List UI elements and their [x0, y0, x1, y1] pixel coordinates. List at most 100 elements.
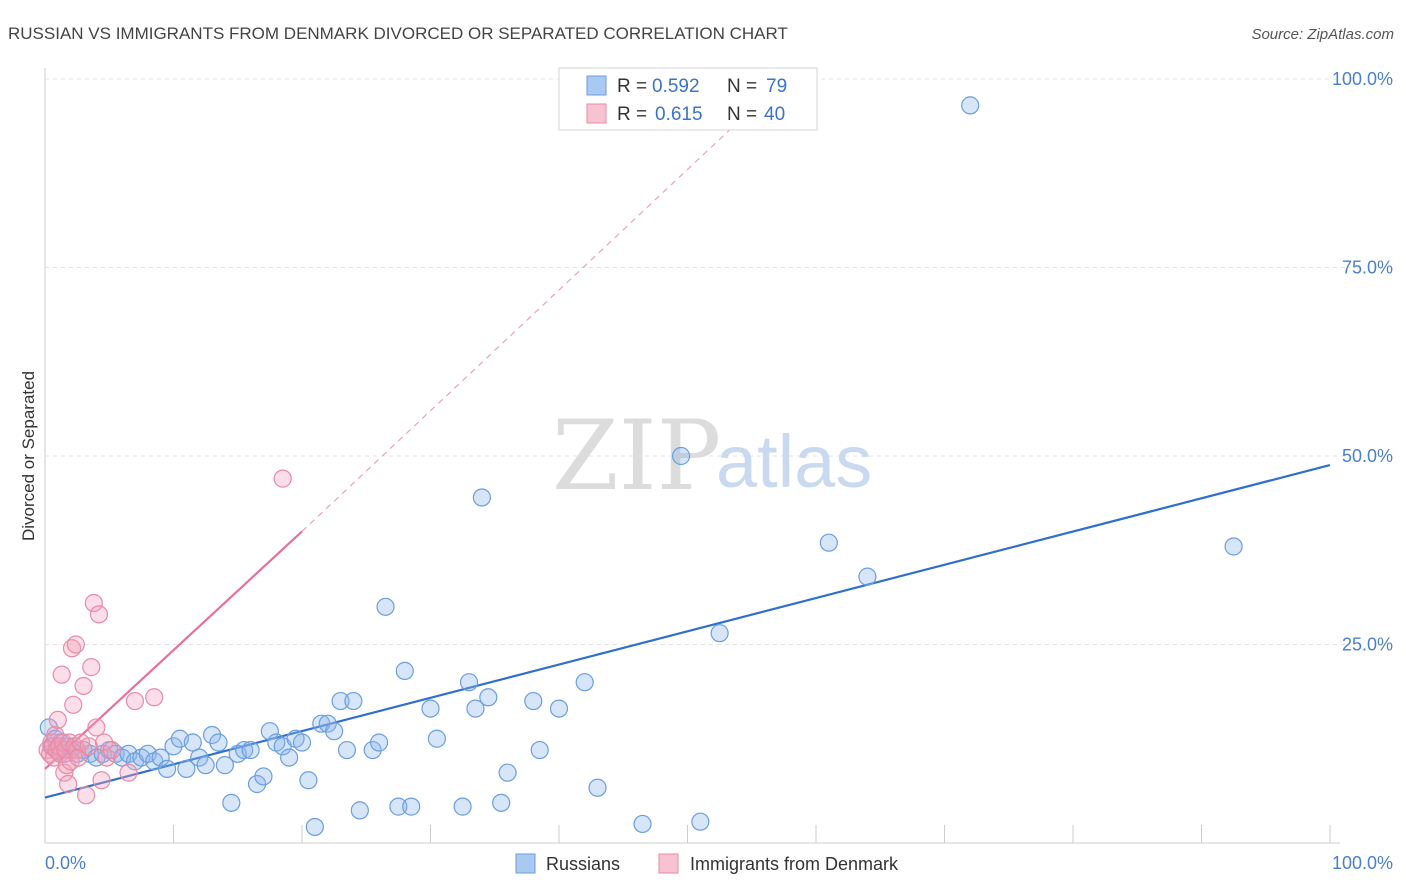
russians-point [344, 691, 363, 711]
denmark-point [64, 695, 83, 714]
legend-n-label: N = [727, 76, 757, 97]
russians-point [247, 774, 267, 794]
denmark-point [89, 605, 109, 624]
russians-point [633, 814, 652, 834]
russians-point [370, 733, 389, 752]
bottom-legend-label-russians: Russians [546, 854, 620, 874]
russians-point [222, 793, 241, 812]
russians-point [305, 817, 324, 837]
denmark-trend-extension [301, 108, 753, 532]
russians-point [421, 699, 440, 718]
russians-point [549, 699, 569, 718]
russians-point [241, 740, 260, 760]
legend-n-value-denmark: 40 [764, 104, 785, 125]
russians-point [157, 759, 177, 779]
bottom-legend-label-denmark: Immigrants from Denmark [690, 854, 899, 874]
legend-swatch-denmark [586, 103, 607, 124]
x-tick-label: 0.0% [45, 853, 86, 873]
source-label: Source: ZipAtlas.com [1251, 26, 1394, 43]
russians-point [466, 699, 485, 718]
grid [44, 68, 1350, 844]
denmark-point [66, 635, 85, 654]
legend-bottom: Russians Immigrants from Denmark [515, 853, 899, 874]
russians-point [858, 567, 877, 586]
denmark-point [273, 469, 292, 488]
russians-point [575, 673, 594, 692]
russians-point [164, 737, 183, 756]
y-tick-label: 100.0% [1332, 69, 1393, 89]
russians-point [254, 767, 273, 786]
y-axis-label: Divorced or Separated [19, 371, 38, 541]
denmark-point [52, 665, 71, 684]
denmark-point [77, 786, 96, 805]
russians-point [819, 533, 838, 552]
russians-trend-line [44, 463, 1331, 799]
watermark-atlas: atlas [716, 420, 872, 503]
denmark-point [69, 748, 88, 767]
russians-point [498, 763, 517, 782]
legend-r-value-denmark: 0.615 [655, 104, 703, 125]
russians-point [402, 797, 421, 816]
russians-point [524, 691, 543, 711]
bottom-legend-swatch-denmark [658, 853, 679, 874]
russians-point [671, 446, 691, 466]
y-tick-label: 50.0% [1342, 446, 1393, 466]
denmark-point [82, 658, 101, 677]
russians-point [337, 740, 357, 760]
denmark-point [102, 740, 121, 760]
russians-point [492, 793, 511, 812]
denmark-point [87, 718, 106, 737]
denmark-point [92, 771, 111, 790]
russians-point [151, 748, 170, 767]
russians-point [588, 778, 607, 797]
russians-point [260, 722, 279, 741]
russians-point [331, 691, 350, 711]
russians-point [363, 740, 382, 760]
denmark-point [84, 593, 103, 613]
denmark-point [145, 688, 164, 707]
russians-point [299, 771, 318, 790]
denmark-point [74, 676, 93, 696]
legend-r-label: R = [617, 104, 647, 125]
russians-point [459, 673, 479, 692]
russians-point [472, 488, 491, 507]
russians-point [453, 797, 472, 816]
russians-point [190, 748, 209, 767]
denmark-point [119, 763, 138, 782]
russians-point [183, 733, 202, 752]
russians-point [325, 722, 344, 741]
russians-point [376, 597, 395, 616]
russians-point [318, 714, 337, 733]
russians-point [1224, 537, 1243, 556]
watermark-zip: ZIP [552, 400, 721, 512]
denmark-point [59, 774, 78, 794]
russians-point [389, 797, 408, 816]
denmark-point [125, 691, 145, 711]
y-tick-label: 75.0% [1342, 258, 1393, 278]
x-axis-ticks: 0.0% 100.0% [45, 853, 1393, 873]
denmark-point [79, 737, 98, 756]
legend-top: R = 0.592 N = 79 R = 0.615 N = 40 [558, 67, 818, 131]
legend-n-label: N = [727, 104, 757, 125]
y-tick-label: 25.0% [1342, 635, 1393, 655]
russians-point [710, 624, 729, 643]
legend-swatch-russians [586, 75, 607, 96]
data-points [38, 96, 1243, 837]
russians-point [196, 756, 215, 775]
denmark-point [46, 725, 65, 745]
russians-point [691, 812, 710, 831]
denmark-point [95, 733, 114, 752]
russians-point [427, 729, 447, 748]
russians-point [292, 733, 312, 752]
russians-point [280, 748, 299, 767]
y-axis-ticks: 25.0% 50.0% 75.0% 100.0% [1332, 69, 1393, 655]
russians-point [395, 661, 414, 680]
watermark: ZIP atlas [552, 400, 872, 512]
chart-title: RUSSIAN VS IMMIGRANTS FROM DENMARK DIVOR… [8, 24, 788, 43]
legend-r-value-russians: 0.592 [652, 76, 700, 97]
legend-n-value-russians: 79 [766, 76, 787, 97]
russians-point [202, 725, 222, 745]
denmark-point [48, 710, 67, 730]
russians-point [177, 759, 196, 779]
